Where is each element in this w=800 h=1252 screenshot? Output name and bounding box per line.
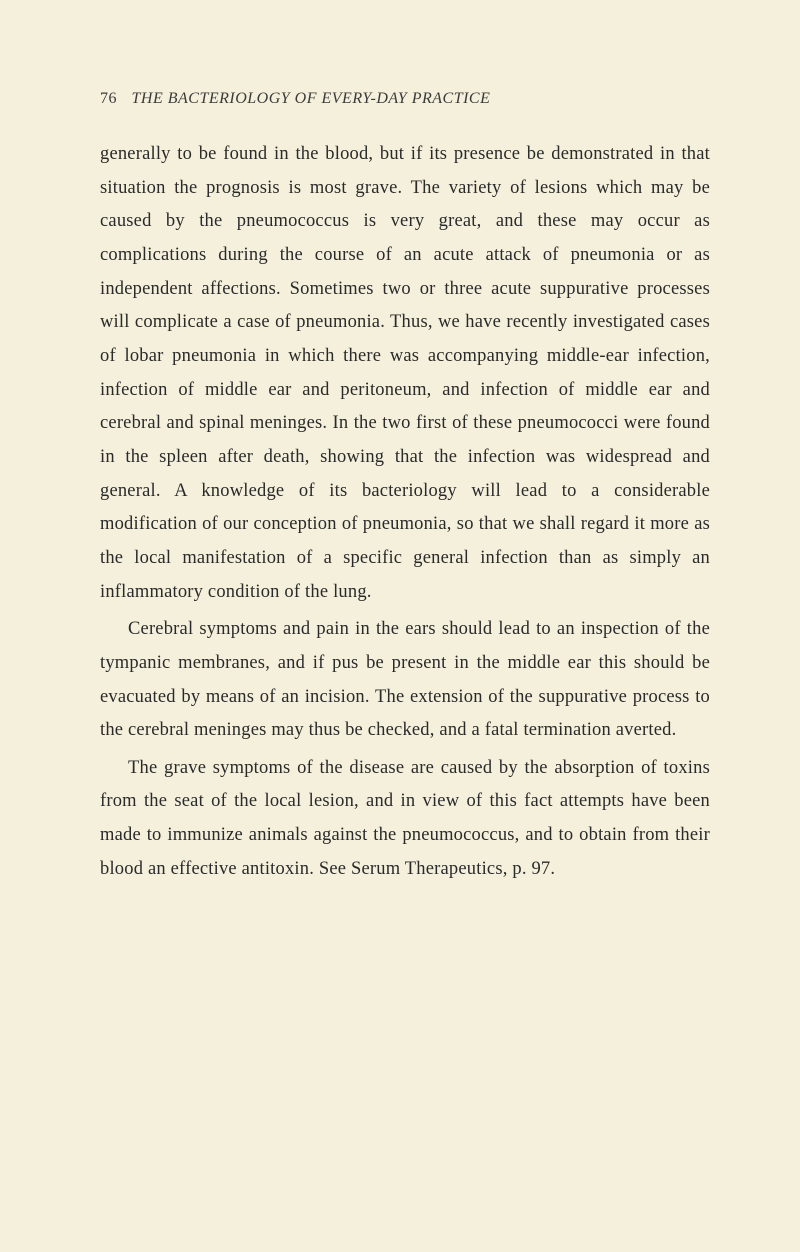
body-paragraph-2: Cerebral symptoms and pain in the ears s…	[100, 613, 710, 748]
body-paragraph-3: The grave symptoms of the disease are ca…	[100, 752, 710, 887]
header-title: THE BACTERIOLOGY OF EVERY-DAY PRACTICE	[132, 90, 491, 107]
page-header: 76 THE BACTERIOLOGY OF EVERY-DAY PRACTIC…	[100, 90, 710, 108]
body-paragraph-1: generally to be found in the blood, but …	[100, 138, 710, 609]
page-number: 76	[100, 90, 117, 107]
